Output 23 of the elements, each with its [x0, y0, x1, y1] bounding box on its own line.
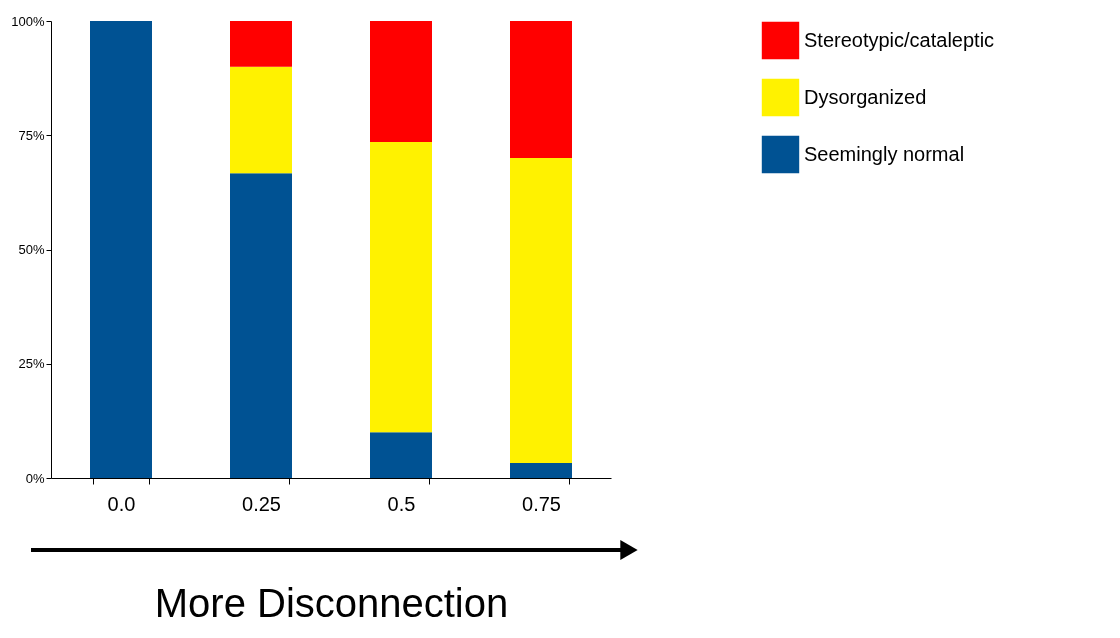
- y-tick-label: 25%: [18, 356, 45, 372]
- y-tick-label: 100%: [11, 13, 45, 29]
- legend-label: Stereotypic/cataleptic: [804, 28, 995, 51]
- bar: [510, 462, 572, 478]
- legend-label: Seemingly normal: [804, 142, 965, 165]
- bar: [510, 21, 572, 159]
- x-tick-label: 0.75: [522, 492, 561, 515]
- y-tick-label: 75%: [18, 127, 45, 143]
- x-axis-title: More Disconnection: [154, 580, 509, 625]
- bar: [510, 158, 572, 463]
- bar: [230, 173, 292, 478]
- x-tick-label: 0.5: [387, 492, 416, 515]
- bar: [370, 432, 432, 478]
- bar: [370, 142, 432, 433]
- bar: [230, 21, 292, 67]
- legend-label: Dysorganized: [804, 85, 927, 108]
- bar: [90, 21, 152, 478]
- y-tick-label: 0%: [25, 470, 45, 486]
- bar: [370, 21, 432, 143]
- x-tick-label: 0.0: [107, 492, 136, 515]
- y-tick-label: 50%: [18, 242, 45, 257]
- x-tick-label: 0.25: [242, 492, 281, 515]
- bar: [230, 66, 292, 174]
